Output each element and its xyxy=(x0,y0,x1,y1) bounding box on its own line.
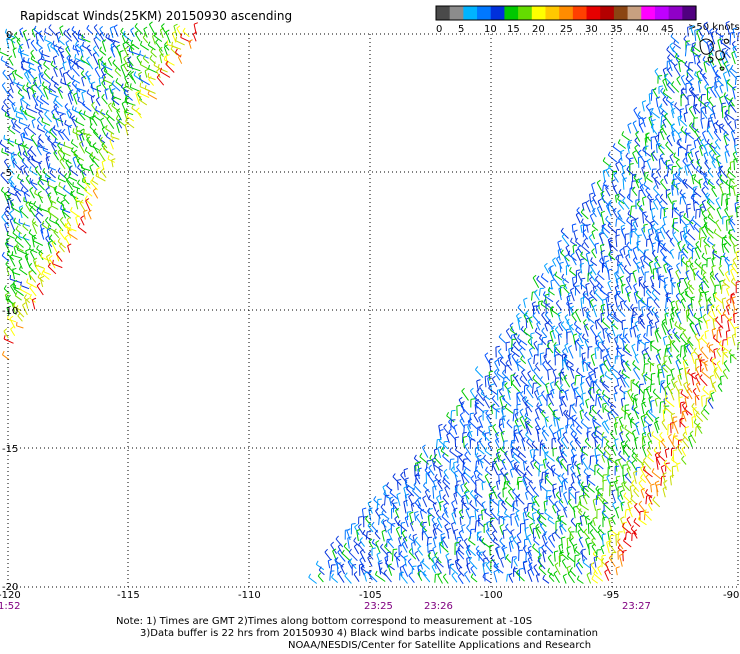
legend-tick-label: 0 xyxy=(436,24,442,35)
legend-tick-label: 15 xyxy=(507,24,520,35)
lon-label-120: -120 xyxy=(0,590,21,601)
legend-swatch xyxy=(518,6,532,20)
legend-swatch xyxy=(614,6,628,20)
legend-swatch xyxy=(587,6,601,20)
legend-swatch xyxy=(600,6,614,20)
legend-swatch xyxy=(477,6,491,20)
legend-swatch xyxy=(641,6,655,20)
legend-tick-label: 35 xyxy=(610,24,623,35)
note-line-3: NOAA/NESDIS/Center for Satellite Applica… xyxy=(288,640,591,650)
lon-label-100: -100 xyxy=(480,590,503,601)
time-labels: 1:52 23:25 23:26 23:27 xyxy=(0,601,651,612)
time-label-0: 1:52 xyxy=(0,601,20,612)
lon-label-90: -90 xyxy=(723,590,739,601)
legend-tick-label: 25 xyxy=(560,24,573,35)
legend-tick-label: 20 xyxy=(532,24,545,35)
lon-label-110: -110 xyxy=(238,590,261,601)
lat-label-15: -15 xyxy=(2,444,18,455)
lat-label-0: 0 xyxy=(6,30,12,41)
wind-barbs-left-swath xyxy=(0,22,198,360)
legend-swatch xyxy=(628,6,642,20)
lon-labels: -120 -115 -110 -105 -100 -95 -90 xyxy=(0,590,739,601)
legend-swatch xyxy=(504,6,518,20)
lon-label-105: -105 xyxy=(359,590,382,601)
legend-swatch xyxy=(669,6,683,20)
legend-tick-label: 40 xyxy=(636,24,649,35)
time-label-1: 23:25 xyxy=(364,601,393,612)
footer-notes: Note: 1) Times are GMT 2)Times along bot… xyxy=(116,616,598,650)
legend-tick-label: 30 xyxy=(585,24,598,35)
legend-swatch xyxy=(450,6,464,20)
legend-swatch xyxy=(463,6,477,20)
legend-tick-label: 10 xyxy=(484,24,497,35)
legend-swatch xyxy=(491,6,505,20)
legend-swatch xyxy=(655,6,669,20)
note-line-2: 3)Data buffer is 22 hrs from 20150930 4)… xyxy=(140,628,598,639)
lat-label-5: -5 xyxy=(2,168,12,179)
legend-swatch xyxy=(559,6,573,20)
legend-swatch xyxy=(573,6,587,20)
note-line-1: Note: 1) Times are GMT 2)Times along bot… xyxy=(116,616,532,627)
legend-swatch xyxy=(545,6,559,20)
time-label-3: 23:27 xyxy=(622,601,651,612)
legend-swatch xyxy=(682,6,696,20)
legend-tick-label: 45 xyxy=(661,24,674,35)
wind-barbs-right-swath xyxy=(309,21,740,584)
legend-swatch xyxy=(532,6,546,20)
lon-label-95: -95 xyxy=(603,590,619,601)
color-legend: 0 5 10 15 20 25 30 35 40 45 xyxy=(436,6,697,35)
time-label-2: 23:26 xyxy=(424,601,453,612)
lon-label-115: -115 xyxy=(117,590,140,601)
map-title: Rapidscat Winds(25KM) 20150930 ascending xyxy=(20,9,292,23)
legend-tick-label: 5 xyxy=(458,24,464,35)
legend-swatch xyxy=(436,6,450,20)
lat-label-10: -10 xyxy=(2,306,18,317)
lat-labels: 0 -5 -10 -15 -20 xyxy=(2,30,18,593)
